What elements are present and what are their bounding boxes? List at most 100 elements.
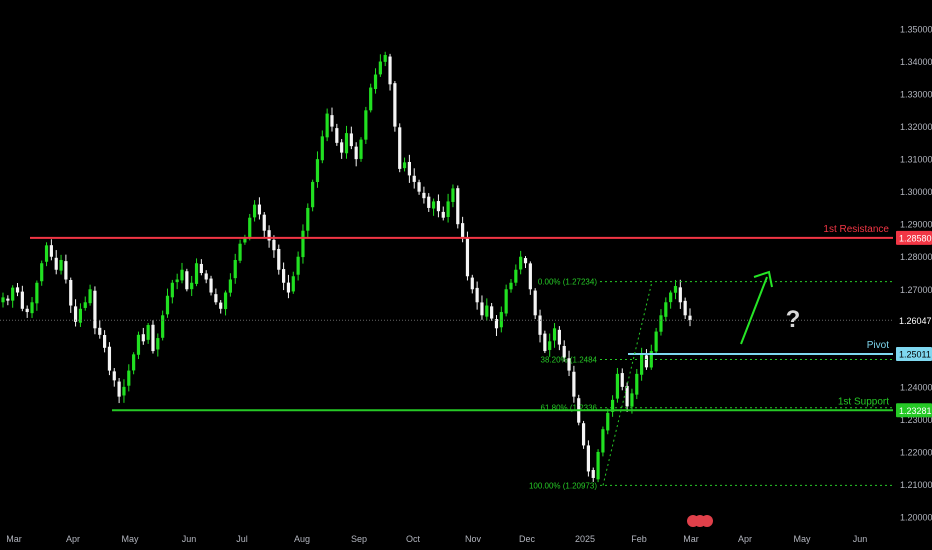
candle-body [277,248,281,270]
candle-body [514,269,518,283]
current-price-tag: 1.26047 [896,313,932,328]
candle-body [659,315,663,332]
candle-body [257,204,262,215]
level-price-tag [896,403,932,418]
candle-body [330,115,334,127]
price-tick-label: 1.29000 [900,220,932,230]
candle-body [354,146,358,160]
candle-body [364,110,368,140]
candle-body [185,271,189,290]
candle-body [127,370,131,386]
candle-body [683,300,687,316]
time-tick-label: 2025 [575,534,595,544]
candle-body [69,279,73,306]
fib-level-label: 38.20% (1.2484 [541,356,598,365]
candle-body [519,256,523,270]
candle-body [475,287,479,303]
time-tick-label: Oct [406,534,421,544]
level-name: Pivot [867,340,889,351]
candle-body [625,385,629,407]
candle-body [640,354,644,375]
candle-body [291,276,295,292]
candle-body [543,333,547,352]
candle-body [441,211,445,218]
candle-body [40,263,44,282]
fibonacci-retracement: 0.00% (1.27234) 38.20% (1.2484 61.80% (1.2… [529,278,893,490]
time-axis[interactable]: Mar Apr May Jun Jul Aug Sep Oct Nov Dec 2025 Feb Mar… [6,534,867,544]
candle-body [533,290,537,316]
candle-body [673,286,678,293]
candle-body [654,331,658,352]
candle-body [223,292,228,310]
candle-body [601,429,605,453]
level-price-tag [896,346,932,361]
candle-body [664,302,668,317]
candle-body [562,345,566,358]
candle-body [262,214,266,231]
candle-body [83,302,87,308]
candle-body [59,259,63,271]
candle-body [35,282,39,304]
candle-body [161,315,165,338]
tv-logo-dot [701,515,713,527]
time-tick-label: Feb [631,534,647,544]
time-tick-label: Dec [519,534,536,544]
candle-body [228,279,232,293]
candles [0,51,893,483]
candle-body [296,256,300,275]
candle-body [606,412,610,431]
level-price-label: 1.23281 [899,406,932,416]
candle-body [557,329,561,345]
candle-body [398,127,402,169]
candle-body [132,354,136,371]
candle-body [73,306,78,322]
candle-body [678,287,682,303]
up-arrow-head-icon [753,270,773,288]
candle-body [490,306,494,319]
candle-body [615,373,620,399]
candle-body [407,161,411,176]
candle-body [402,162,407,169]
candle-body [98,327,102,335]
price-tick-label: 1.24000 [900,382,932,392]
candle-body [596,451,600,480]
candle-body [572,371,576,397]
time-tick-label: Mar [6,534,22,544]
candle-body [117,381,121,397]
price-axis[interactable]: 1.35000 1.34000 1.33000 1.32000 1.31000 1.300… [896,25,932,523]
candle-body [151,324,155,352]
candle-body [286,282,291,293]
candle-body [635,373,639,395]
time-tick-label: Jun [853,534,868,544]
candle-body [243,237,247,243]
level-price-tag [896,230,932,245]
candle-body [25,308,29,313]
tv-logo[interactable] [687,515,713,527]
candle-body [20,291,24,309]
candle-body [44,245,49,262]
candle-body [456,188,460,225]
candle-body [107,346,112,371]
time-tick-label: May [793,534,811,544]
candle-body [112,371,116,381]
candle-body [349,133,353,147]
candle-body [340,142,344,153]
fib-level-label: 100.00% (1.20973) [529,481,597,490]
candle-body [209,278,213,293]
candle-body [248,217,252,239]
time-tick-label: Apr [66,534,80,544]
candle-body [610,399,615,412]
candle-body [190,282,194,290]
candle-body [446,201,450,218]
price-tick-label: 1.28000 [900,252,932,262]
candle-body [359,139,363,159]
candle-body [30,302,34,314]
candle-body [335,128,339,143]
candle-body [427,196,431,208]
price-tick-label: 1.27000 [900,285,932,295]
candle-body [504,289,508,314]
time-tick-label: Sep [351,534,367,544]
candle-body [494,319,499,329]
candle-body [267,230,271,241]
